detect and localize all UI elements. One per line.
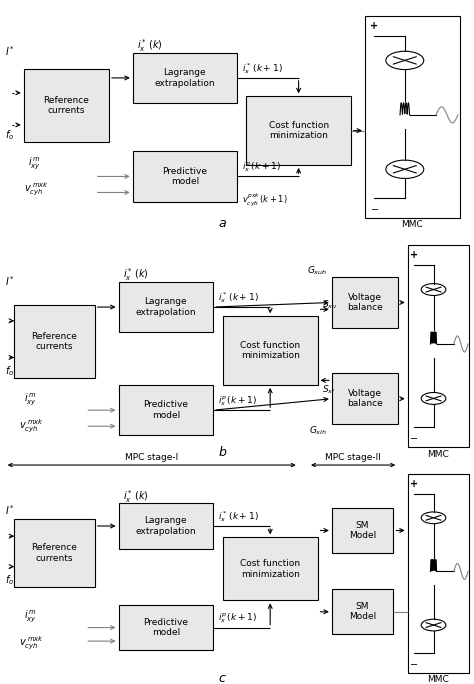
Text: Reference
currents: Reference currents [32, 332, 77, 351]
Text: $I^*$: $I^*$ [5, 274, 15, 287]
FancyBboxPatch shape [332, 589, 393, 634]
Text: $i_{xy}^{\,m}$: $i_{xy}^{\,m}$ [24, 391, 36, 407]
FancyBboxPatch shape [408, 245, 469, 447]
Text: Cost function
minimization: Cost function minimization [269, 121, 328, 140]
Text: $i_x^*\,(k)$: $i_x^*\,(k)$ [137, 38, 163, 54]
Text: $-$: $-$ [370, 202, 379, 213]
FancyBboxPatch shape [332, 508, 393, 553]
Text: MPC stage-II: MPC stage-II [325, 453, 381, 462]
Text: $i_x^*\,(k+1)$: $i_x^*\,(k+1)$ [242, 62, 283, 76]
Text: $-$: $-$ [409, 432, 419, 442]
Text: +: + [370, 21, 379, 31]
Text: $v_{cyh}^{pxk}\,(k+1)$: $v_{cyh}^{pxk}\,(k+1)$ [242, 191, 288, 208]
Text: $i_x^p\,(k+1)$: $i_x^p\,(k+1)$ [218, 611, 257, 625]
FancyBboxPatch shape [24, 69, 109, 142]
Text: $f_o$: $f_o$ [5, 365, 14, 378]
Text: Lagrange
extrapolation: Lagrange extrapolation [136, 298, 196, 317]
Text: MMC: MMC [428, 675, 449, 684]
FancyBboxPatch shape [223, 538, 318, 601]
Text: Lagrange
extrapolation: Lagrange extrapolation [155, 68, 215, 88]
Text: SM
Model: SM Model [349, 521, 376, 540]
FancyBboxPatch shape [133, 151, 237, 202]
Text: MMC: MMC [401, 220, 423, 229]
FancyBboxPatch shape [118, 503, 213, 549]
Text: $i_{xy}^{\,m}$: $i_{xy}^{\,m}$ [28, 155, 41, 171]
Text: $I^*$: $I^*$ [5, 503, 15, 517]
Text: Cost function
minimization: Cost function minimization [240, 560, 300, 579]
Text: $a$: $a$ [219, 217, 227, 230]
FancyBboxPatch shape [332, 373, 398, 424]
Text: $G_{xuh}$: $G_{xuh}$ [307, 264, 327, 276]
Text: $v_{cyh}^{\;mxk}$: $v_{cyh}^{\;mxk}$ [19, 635, 44, 652]
FancyBboxPatch shape [332, 277, 398, 328]
Text: Voltage
balance: Voltage balance [347, 389, 383, 408]
Text: Reference
currents: Reference currents [44, 96, 89, 115]
FancyBboxPatch shape [14, 519, 95, 587]
FancyBboxPatch shape [365, 16, 460, 218]
FancyBboxPatch shape [14, 305, 95, 378]
Text: $v_{cyh}^{\;mxk}$: $v_{cyh}^{\;mxk}$ [24, 181, 49, 198]
FancyBboxPatch shape [246, 96, 351, 165]
Text: $I^*$: $I^*$ [5, 44, 15, 58]
Text: $f_o$: $f_o$ [5, 129, 14, 142]
FancyBboxPatch shape [118, 605, 213, 650]
Text: $i_x^p\,(k+1)$: $i_x^p\,(k+1)$ [242, 161, 281, 174]
FancyBboxPatch shape [408, 474, 469, 673]
FancyBboxPatch shape [118, 282, 213, 332]
Text: $i_x^*\,(k)$: $i_x^*\,(k)$ [123, 267, 149, 283]
FancyBboxPatch shape [223, 316, 318, 385]
Text: Predictive
model: Predictive model [144, 400, 188, 420]
Text: $i_x^p\,(k+1)$: $i_x^p\,(k+1)$ [218, 394, 257, 408]
Text: Lagrange
extrapolation: Lagrange extrapolation [136, 516, 196, 536]
Text: MMC: MMC [428, 449, 449, 458]
Text: $f_o$: $f_o$ [5, 573, 14, 587]
Text: $-$: $-$ [409, 658, 419, 668]
FancyBboxPatch shape [118, 385, 213, 436]
Text: Predictive
model: Predictive model [144, 618, 188, 637]
Text: $i_{xy}^{\,m}$: $i_{xy}^{\,m}$ [24, 608, 36, 624]
Text: MPC stage-I: MPC stage-I [125, 453, 178, 462]
Text: $S_{xl}$: $S_{xl}$ [322, 383, 336, 396]
Text: SM
Model: SM Model [349, 602, 376, 622]
Text: $b$: $b$ [218, 445, 228, 459]
Text: $v_{cyh}^{\;mxk}$: $v_{cyh}^{\;mxk}$ [19, 417, 44, 435]
Text: Cost function
minimization: Cost function minimization [240, 341, 300, 360]
Text: $i_x^*\,(k)$: $i_x^*\,(k)$ [123, 488, 149, 505]
Text: $i_x^*\,(k+1)$: $i_x^*\,(k+1)$ [218, 510, 259, 525]
Text: Predictive
model: Predictive model [163, 167, 207, 186]
Text: $G_{xlh}$: $G_{xlh}$ [309, 425, 327, 437]
Text: $c$: $c$ [219, 672, 227, 684]
Text: $i_x^*\,(k+1)$: $i_x^*\,(k+1)$ [218, 291, 259, 305]
Text: $S_{xu}$: $S_{xu}$ [322, 298, 337, 311]
Text: Voltage
balance: Voltage balance [347, 293, 383, 312]
FancyBboxPatch shape [133, 53, 237, 103]
Text: Reference
currents: Reference currents [32, 543, 77, 563]
Text: +: + [410, 250, 418, 260]
Text: +: + [410, 479, 418, 489]
